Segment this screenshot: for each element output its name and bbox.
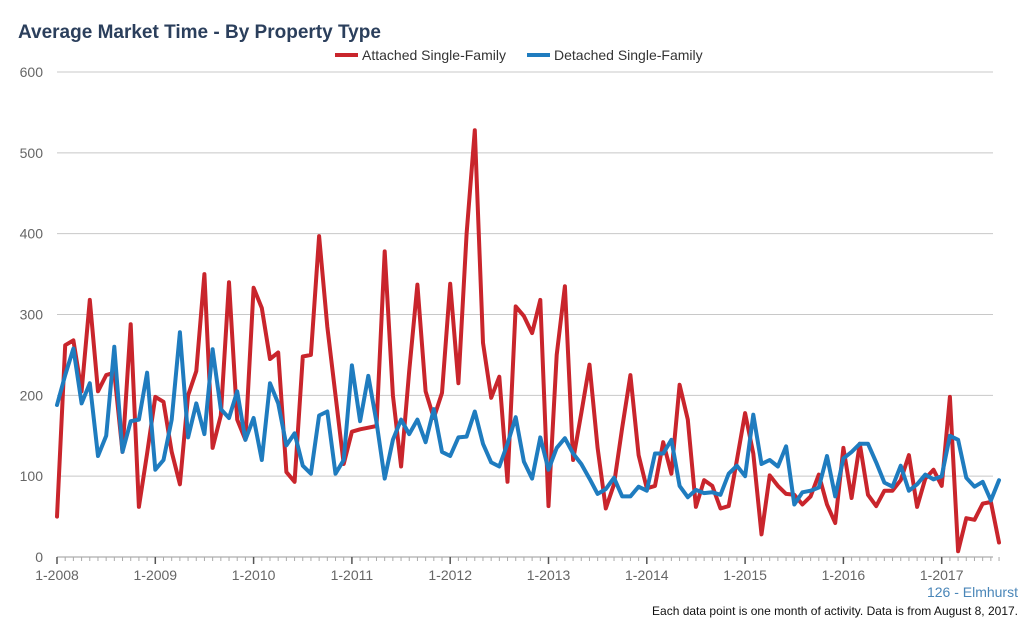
y-tick-label: 500 — [20, 145, 44, 161]
x-tick-label: 1-2016 — [822, 567, 866, 583]
footnote: Each data point is one month of activity… — [652, 604, 1018, 618]
legend: Attached Single-Family Detached Single-F… — [335, 47, 703, 63]
credit-label: 126 - Elmhurst — [927, 584, 1018, 600]
x-tick-label: 1-2009 — [134, 567, 178, 583]
x-tick-label: 1-2014 — [625, 567, 669, 583]
x-tick-label: 1-2011 — [331, 567, 374, 583]
x-tick-label: 1-2012 — [428, 567, 472, 583]
legend-item-attached[interactable]: Attached Single-Family — [335, 47, 506, 63]
y-tick-label: 300 — [20, 307, 44, 323]
x-tick-label: 1-2010 — [232, 567, 276, 583]
legend-label-attached: Attached Single-Family — [362, 47, 506, 63]
series-lines — [55, 128, 1001, 554]
x-tick-label: 1-2008 — [35, 567, 79, 583]
legend-item-detached[interactable]: Detached Single-Family — [527, 47, 703, 63]
x-axis: 1-2008 1-2009 1-2010 1-2011 1-2012 1-2013 1-20… — [35, 556, 1000, 583]
y-tick-label: 400 — [20, 226, 44, 242]
y-axis: 0 100 200 300 400 500 600 — [20, 64, 44, 565]
x-tick-label: 1-2013 — [527, 567, 571, 583]
y-tick-label: 600 — [20, 64, 44, 80]
chart-title: Average Market Time - By Property Type — [18, 22, 381, 43]
x-tick-label: 1-2017 — [920, 567, 964, 583]
y-tick-label: 0 — [35, 549, 43, 565]
y-tick-label: 200 — [20, 387, 44, 403]
attached-series-line — [55, 128, 1001, 554]
grid-lines — [57, 71, 993, 477]
legend-label-detached: Detached Single-Family — [554, 47, 703, 63]
detached-series-line — [55, 330, 1001, 507]
x-tick-label: 1-2015 — [723, 567, 767, 583]
y-tick-label: 100 — [20, 468, 44, 484]
